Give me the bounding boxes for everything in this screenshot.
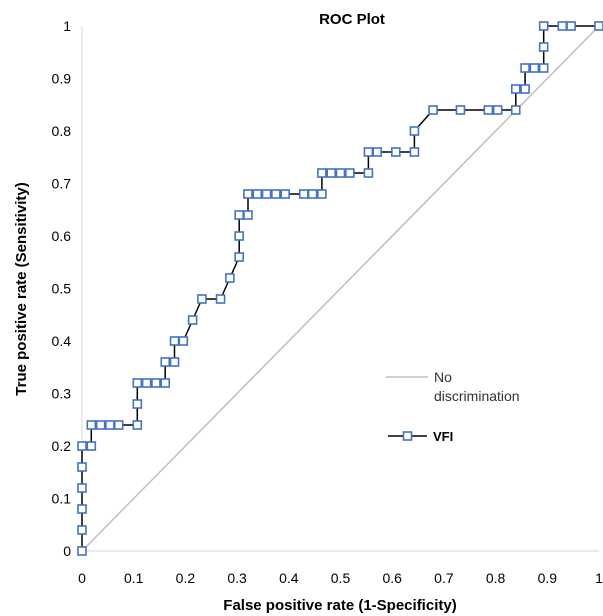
data-point: [455, 105, 466, 115]
legend-reference-label-line2: discrimination: [434, 388, 520, 404]
y-tick-label: 0.7: [52, 176, 72, 192]
y-tick-label: 0.2: [52, 438, 72, 454]
data-point: [428, 105, 438, 115]
data-point: [151, 378, 161, 388]
data-point: [566, 21, 576, 31]
x-tick-label: 0.2: [176, 570, 196, 586]
data-point: [132, 420, 143, 430]
x-tick-label: 0: [78, 570, 86, 586]
data-point: [271, 189, 281, 199]
data-point: [261, 189, 272, 199]
data-point: [363, 147, 374, 157]
data-point: [197, 294, 207, 304]
x-tick-label: 0.6: [382, 570, 402, 586]
y-tick-label: 0.4: [52, 333, 72, 349]
data-point: [510, 84, 521, 94]
data-point: [113, 420, 124, 430]
data-point: [160, 357, 171, 367]
legend-series-label: VFI: [433, 429, 453, 444]
data-point: [234, 210, 244, 220]
data-point: [520, 63, 530, 73]
data-point: [77, 504, 87, 514]
data-point: [492, 105, 503, 115]
legend: No discrimination VFI: [386, 369, 520, 444]
data-point: [132, 399, 143, 409]
y-tick-label: 1: [63, 18, 71, 34]
data-point: [520, 84, 530, 94]
data-point: [298, 189, 309, 199]
data-point: [77, 483, 87, 493]
data-point: [538, 21, 549, 31]
x-tick-label: 0.7: [434, 570, 454, 586]
data-point: [77, 525, 87, 535]
data-point: [252, 189, 263, 199]
data-point: [510, 105, 521, 115]
data-point: [594, 21, 603, 31]
y-tick-labels: 0 0.1 0.2 0.3 0.4 0.5 0.6 0.7 0.8 0.9 1: [52, 18, 72, 559]
data-point: [335, 168, 346, 178]
legend-reference-label-line1: No: [434, 369, 452, 385]
y-tick-label: 0.5: [52, 281, 72, 297]
data-point: [225, 273, 235, 283]
x-tick-label: 0.1: [124, 570, 144, 586]
x-tick-label: 0.4: [279, 570, 299, 586]
reference-line-layer: [81, 25, 600, 552]
data-point: [95, 420, 106, 430]
data-point: [345, 168, 355, 178]
data-point: [317, 168, 327, 178]
series-layer: [77, 21, 603, 556]
data-point: [391, 147, 401, 157]
data-point: [557, 21, 568, 31]
x-tick-label: 0.8: [486, 570, 506, 586]
x-axis-title: False positive rate (1-Specificity): [223, 597, 456, 614]
data-point: [243, 189, 253, 199]
data-point: [160, 378, 171, 388]
data-point: [538, 42, 549, 52]
y-tick-label: 0.8: [52, 123, 72, 139]
data-point: [86, 420, 97, 430]
data-point: [187, 315, 198, 325]
data-point: [178, 336, 189, 346]
data-point: [372, 147, 383, 157]
y-tick-label: 0.9: [52, 71, 72, 87]
data-point: [538, 63, 549, 73]
data-point: [529, 63, 540, 73]
data-point: [280, 189, 290, 199]
data-point: [483, 105, 494, 115]
x-tick-labels: 0 0.1 0.2 0.3 0.4 0.5 0.6 0.7 0.8 0.9 1: [78, 570, 603, 586]
data-point: [326, 168, 336, 178]
data-point: [169, 357, 180, 367]
data-point: [132, 378, 143, 388]
data-point: [77, 441, 87, 451]
y-tick-label: 0.1: [52, 491, 72, 507]
y-tick-label: 0.6: [52, 228, 72, 244]
data-point: [105, 420, 115, 430]
data-point: [307, 189, 318, 199]
data-point: [169, 336, 180, 346]
y-tick-label: 0.3: [52, 386, 72, 402]
data-point: [243, 210, 253, 220]
data-point: [141, 378, 152, 388]
x-tick-label: 0.5: [331, 570, 351, 586]
data-point: [77, 546, 87, 556]
data-point: [317, 189, 327, 199]
data-point: [363, 168, 374, 178]
x-tick-label: 0.3: [227, 570, 247, 586]
y-axis-title: True positive rate (Sensitivity): [13, 182, 30, 395]
data-point: [409, 147, 420, 157]
chart-title: ROC Plot: [319, 11, 385, 28]
legend-series-marker: [402, 431, 413, 441]
y-tick-label: 0: [63, 543, 71, 559]
reference-line: [81, 25, 600, 552]
x-tick-label: 0.9: [538, 570, 558, 586]
x-tick-label: 1: [595, 570, 603, 586]
data-point: [86, 441, 97, 451]
data-point: [77, 462, 87, 472]
data-point: [409, 126, 420, 136]
data-point: [215, 294, 226, 304]
data-point: [234, 252, 244, 262]
data-point: [234, 231, 244, 241]
